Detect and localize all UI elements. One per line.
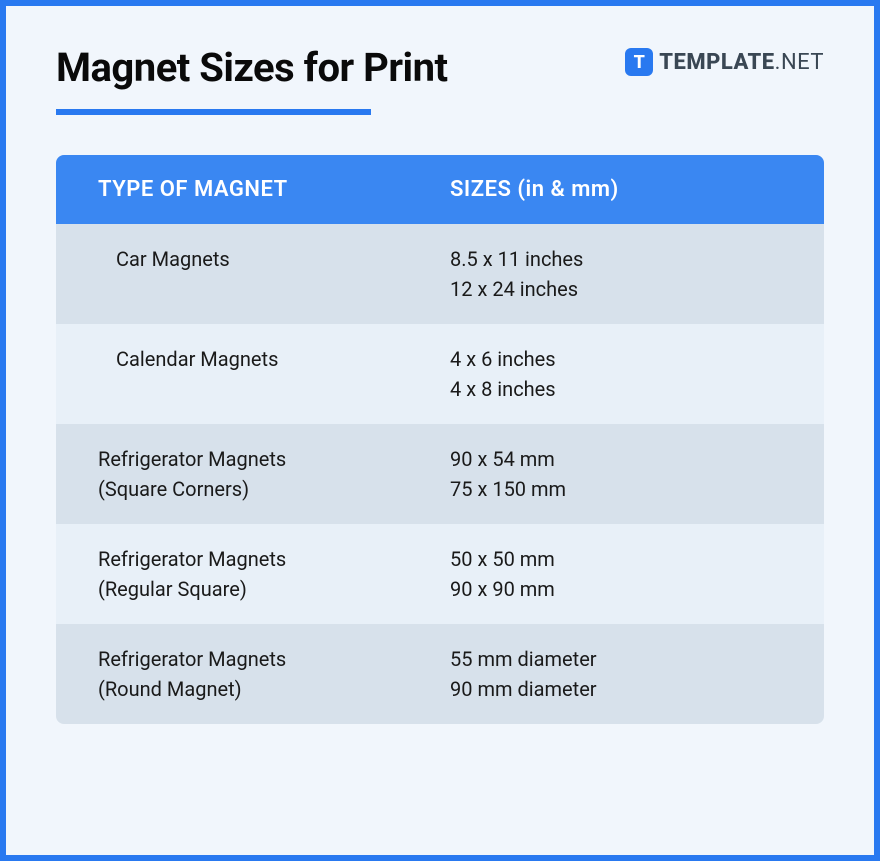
size-line: 90 x 90 mm bbox=[450, 574, 824, 604]
column-header-sizes: SIZES (in & mm) bbox=[440, 177, 824, 202]
column-header-type: TYPE OF MAGNET bbox=[56, 177, 440, 202]
cell-sizes: 55 mm diameter 90 mm diameter bbox=[440, 644, 824, 704]
table-row: Refrigerator Magnets (Square Corners) 90… bbox=[56, 424, 824, 524]
type-line: Refrigerator Magnets bbox=[98, 644, 440, 674]
title-underline bbox=[56, 109, 371, 115]
type-line: (Round Magnet) bbox=[98, 674, 440, 704]
card-frame: Magnet Sizes for Print T TEMPLATE.NET TY… bbox=[0, 0, 880, 861]
type-line: Refrigerator Magnets bbox=[98, 444, 440, 474]
size-line: 90 x 54 mm bbox=[450, 444, 824, 474]
brand-icon: T bbox=[625, 48, 653, 76]
type-line: Calendar Magnets bbox=[116, 344, 440, 374]
cell-sizes: 50 x 50 mm 90 x 90 mm bbox=[440, 544, 824, 604]
sizes-table: TYPE OF MAGNET SIZES (in & mm) Car Magne… bbox=[56, 155, 824, 724]
header: Magnet Sizes for Print T TEMPLATE.NET bbox=[56, 44, 824, 115]
type-line: (Regular Square) bbox=[98, 574, 440, 604]
size-line: 75 x 150 mm bbox=[450, 474, 824, 504]
table-row: Car Magnets 8.5 x 11 inches 12 x 24 inch… bbox=[56, 224, 824, 324]
table-row: Calendar Magnets 4 x 6 inches 4 x 8 inch… bbox=[56, 324, 824, 424]
cell-sizes: 90 x 54 mm 75 x 150 mm bbox=[440, 444, 824, 504]
cell-type: Refrigerator Magnets (Round Magnet) bbox=[56, 644, 440, 704]
brand-ext: .NET bbox=[775, 50, 824, 75]
size-line: 90 mm diameter bbox=[450, 674, 824, 704]
cell-type: Refrigerator Magnets (Regular Square) bbox=[56, 544, 440, 604]
size-line: 12 x 24 inches bbox=[450, 274, 824, 304]
type-line: (Square Corners) bbox=[98, 474, 440, 504]
size-line: 8.5 x 11 inches bbox=[450, 244, 824, 274]
table-header: TYPE OF MAGNET SIZES (in & mm) bbox=[56, 155, 824, 224]
table-row: Refrigerator Magnets (Regular Square) 50… bbox=[56, 524, 824, 624]
type-line: Refrigerator Magnets bbox=[98, 544, 440, 574]
brand-text: TEMPLATE.NET bbox=[659, 50, 824, 75]
page-title: Magnet Sizes for Print bbox=[56, 44, 448, 91]
title-block: Magnet Sizes for Print bbox=[56, 44, 448, 115]
cell-type: Car Magnets bbox=[56, 244, 440, 304]
cell-sizes: 8.5 x 11 inches 12 x 24 inches bbox=[440, 244, 824, 304]
brand-logo: T TEMPLATE.NET bbox=[625, 48, 824, 76]
size-line: 4 x 6 inches bbox=[450, 344, 824, 374]
cell-sizes: 4 x 6 inches 4 x 8 inches bbox=[440, 344, 824, 404]
type-line: Car Magnets bbox=[116, 244, 440, 274]
brand-name: TEMPLATE bbox=[659, 50, 774, 75]
brand-icon-letter: T bbox=[634, 52, 645, 73]
size-line: 4 x 8 inches bbox=[450, 374, 824, 404]
table-row: Refrigerator Magnets (Round Magnet) 55 m… bbox=[56, 624, 824, 724]
cell-type: Refrigerator Magnets (Square Corners) bbox=[56, 444, 440, 504]
size-line: 55 mm diameter bbox=[450, 644, 824, 674]
size-line: 50 x 50 mm bbox=[450, 544, 824, 574]
cell-type: Calendar Magnets bbox=[56, 344, 440, 404]
